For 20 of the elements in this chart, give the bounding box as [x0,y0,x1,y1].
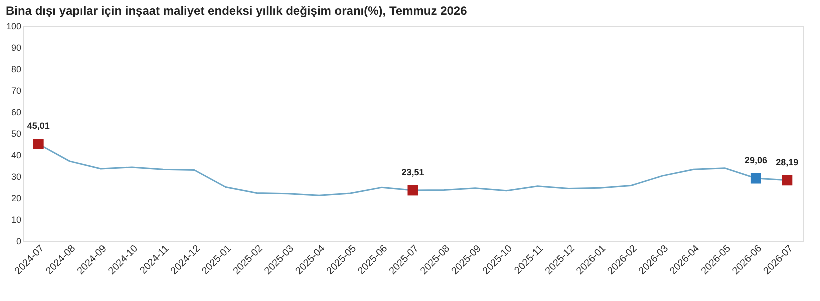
y-tick-label: 60 [11,108,22,118]
y-tick-label: 80 [11,64,22,74]
chart-title: Bina dışı yapılar için inşaat maliyet endeksi yıllık değişim oranı(%), Temmuz 2026 [6,4,468,18]
y-tick-label: 20 [11,194,22,204]
y-tick-label: 50 [11,129,22,139]
point [408,185,418,196]
point [33,138,44,150]
y-tick-label: 30 [11,172,22,182]
point [782,175,793,186]
y-tick-label: 90 [11,43,22,53]
data-label: 28,19 [776,157,799,168]
y-tick-label: 10 [11,215,22,225]
y-tick-label: 40 [11,150,22,160]
data-label: 29,06 [744,156,768,166]
data-label: 45,01 [27,121,50,132]
y-tick-label: 0 [16,236,22,246]
point [750,173,762,184]
y-tick-label: 70 [11,86,22,96]
y-tick-label: 100 [6,22,22,32]
data-label: 23,51 [402,167,424,178]
